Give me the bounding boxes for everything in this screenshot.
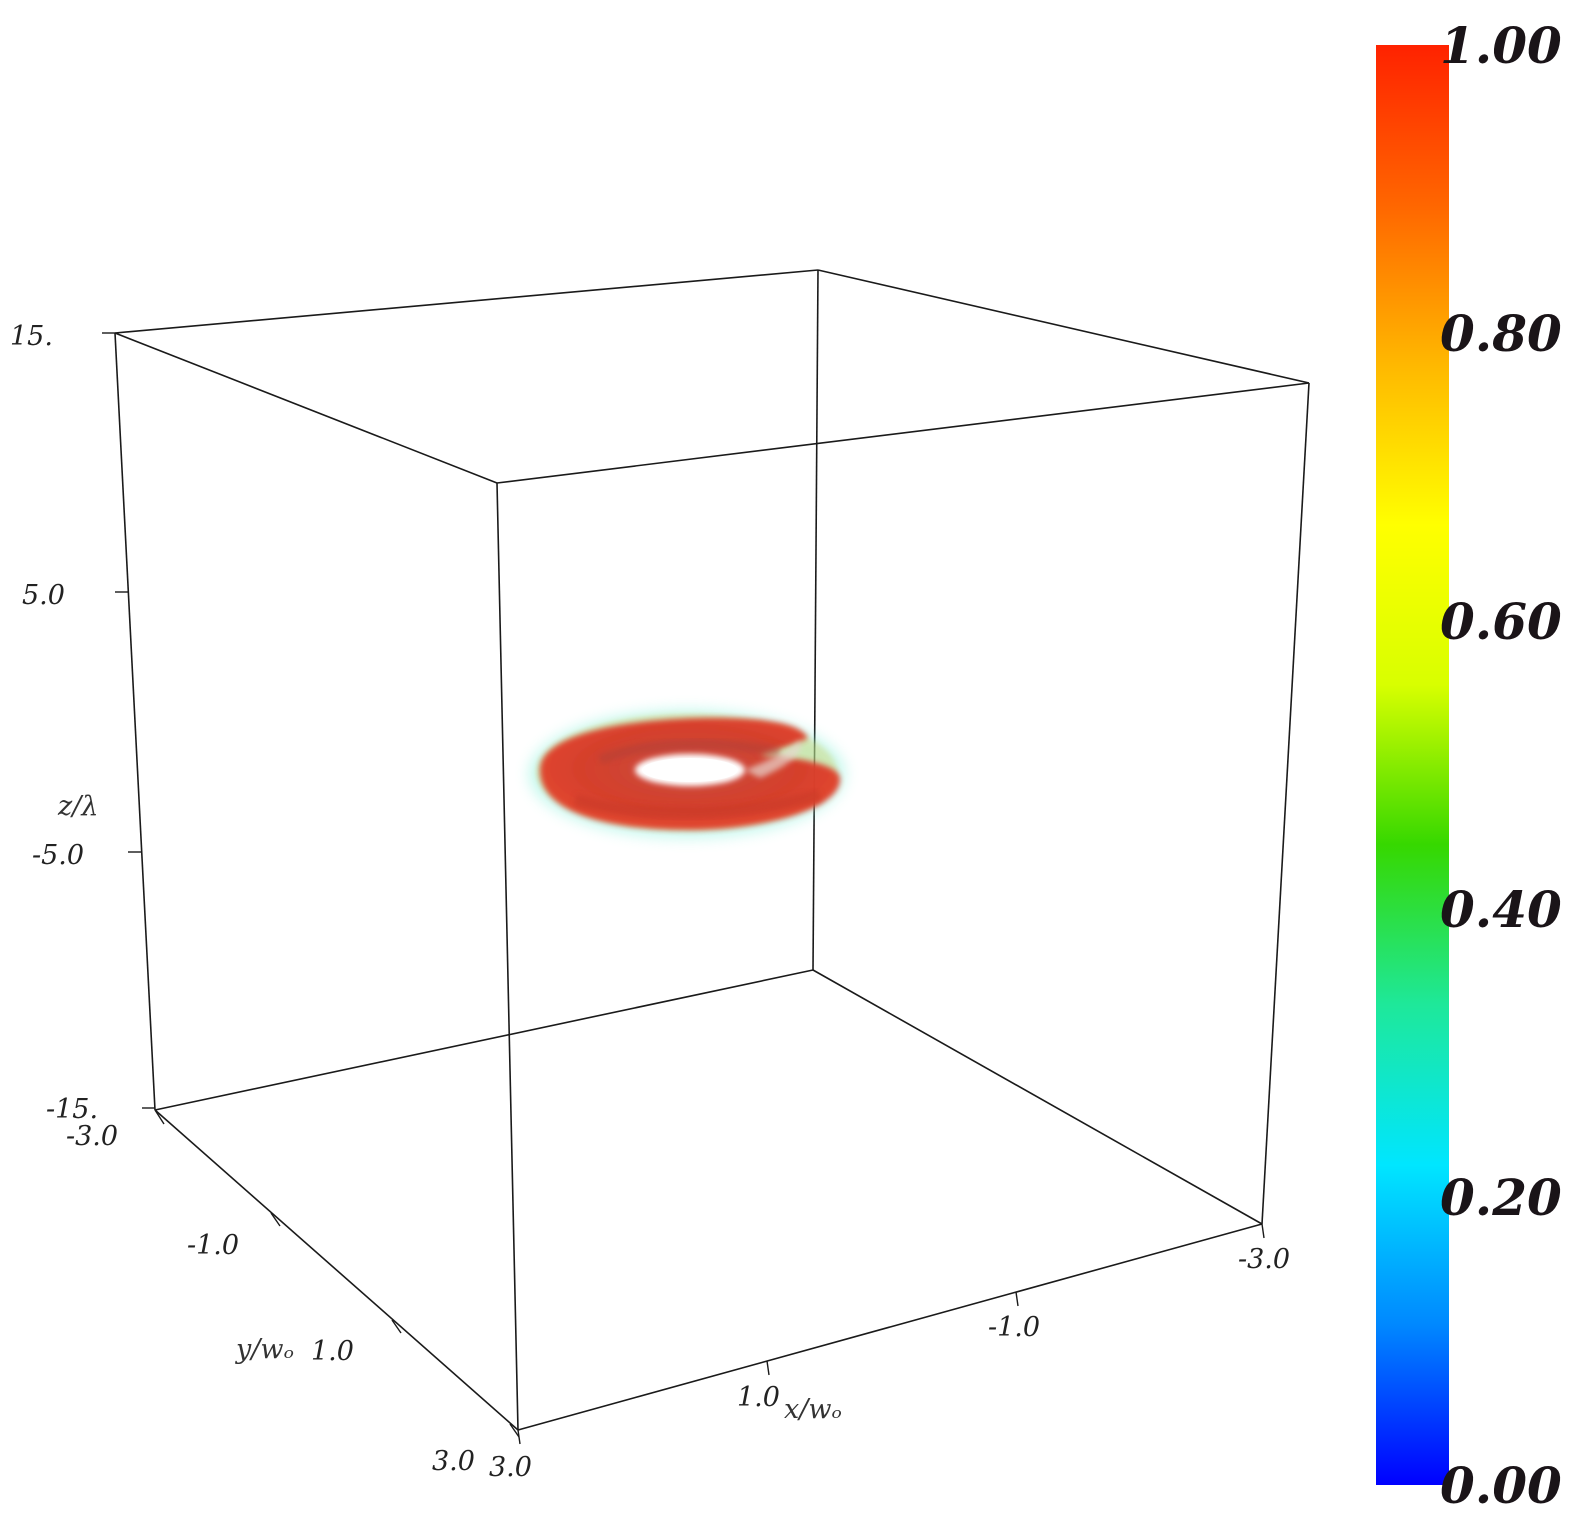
frame-edge (154, 1109, 519, 1431)
colorbar-tick-label: 1.00 (1440, 16, 1562, 75)
y-tick (270, 1212, 281, 1227)
frame-edge (517, 1223, 1263, 1431)
z-tick-label-15: 15. (10, 321, 53, 352)
box-frame (114, 269, 1310, 1431)
x-tick (1015, 1291, 1019, 1307)
z-tick-label-5: 5.0 (22, 580, 65, 611)
frame-edge (114, 269, 819, 334)
frame-edge (154, 969, 814, 1111)
x-tick (766, 1360, 770, 1376)
x-tick (517, 1429, 521, 1445)
x-axis: 3.0 1.0 -1.0 -3.0 x/wₒ (489, 1223, 1290, 1483)
frame-edge (114, 332, 156, 1111)
torus-volume (529, 710, 845, 838)
y-tick (154, 1109, 165, 1125)
x-tick-label-1: 1.0 (737, 1382, 780, 1413)
frame-edge (812, 969, 1263, 1225)
colorbar-tick-label: 0.00 (1440, 1456, 1562, 1515)
frame-edge (496, 482, 519, 1431)
colorbar-rect (1376, 45, 1449, 1485)
frame-edge (496, 382, 1310, 484)
colorbar-tick-label: 0.20 (1440, 1168, 1562, 1227)
colorbar-labels: 1.00 0.80 0.60 0.40 0.20 0.00 (1440, 16, 1562, 1515)
frame-edge (1261, 382, 1310, 1225)
x-tick-label-minus1: -1.0 (988, 1312, 1040, 1343)
z-axis-label: z/λ (57, 791, 98, 822)
colorbar-tick-label: 0.80 (1440, 304, 1562, 363)
y-tick-label-minus1: -1.0 (187, 1230, 239, 1261)
y-tick (391, 1319, 402, 1334)
colorbar-tick-label: 0.60 (1440, 592, 1562, 651)
z-axis: 15. 5.0 -5.0 -15. z/λ (10, 321, 155, 1125)
x-axis-label: x/wₒ (784, 1394, 842, 1425)
colorbar: 1.00 0.80 0.60 0.40 0.20 0.00 (1376, 16, 1562, 1515)
y-tick-label-3: 3.0 (432, 1446, 475, 1477)
y-tick (509, 1423, 520, 1438)
frame-edge (817, 269, 1310, 384)
frame-edge (114, 332, 498, 484)
y-axis-label: y/wₒ (235, 1334, 294, 1365)
z-tick-label-minus15: -15. (46, 1094, 98, 1125)
y-tick-label-1: 1.0 (311, 1336, 354, 1367)
x-tick-label-minus3: -3.0 (1238, 1244, 1290, 1275)
z-tick-label-minus5: -5.0 (32, 840, 84, 871)
x-tick (1261, 1223, 1265, 1239)
frame-edge (812, 269, 819, 971)
x-tick-label-3: 3.0 (489, 1452, 532, 1483)
y-tick-label-minus3: -3.0 (66, 1121, 118, 1152)
y-axis: -3.0 -1.0 1.0 3.0 y/wₒ (66, 1109, 520, 1477)
colorbar-tick-label: 0.40 (1440, 880, 1562, 939)
